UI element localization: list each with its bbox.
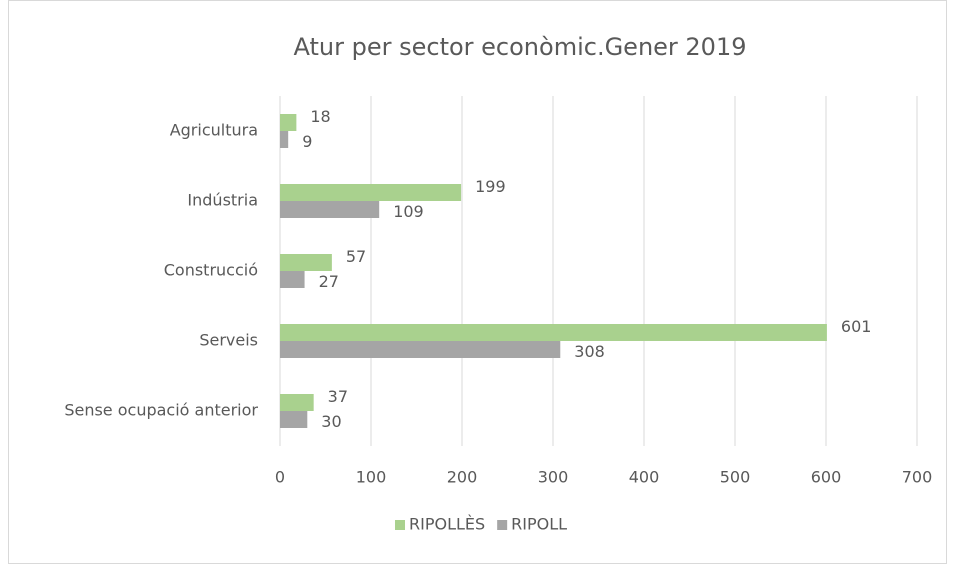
bar — [280, 184, 462, 201]
legend-swatch — [497, 520, 508, 530]
bar — [280, 324, 827, 341]
data-label: 37 — [328, 387, 348, 406]
bar — [280, 201, 380, 218]
data-label: 27 — [319, 272, 339, 291]
y-tick-label: Construcció — [164, 261, 258, 280]
bar — [280, 394, 314, 411]
chart-border — [8, 0, 947, 564]
data-label: 9 — [302, 132, 312, 151]
data-label: 57 — [346, 247, 366, 266]
y-tick-label: Indústria — [187, 191, 258, 210]
bar — [280, 411, 308, 428]
x-tick-label: 500 — [720, 468, 751, 487]
x-tick-label: 300 — [538, 468, 569, 487]
bar — [280, 271, 305, 288]
bar — [280, 114, 297, 131]
x-tick-label: 700 — [902, 468, 933, 487]
data-label: 199 — [475, 177, 506, 196]
x-tick-label: 600 — [811, 468, 842, 487]
legend-label: RIPOLL — [511, 515, 567, 534]
x-tick-label: 200 — [447, 468, 478, 487]
data-label: 109 — [393, 202, 424, 221]
data-label: 18 — [310, 107, 330, 126]
y-tick-label: Agricultura — [170, 121, 258, 140]
data-label: 30 — [321, 412, 341, 431]
y-tick-label: Serveis — [199, 331, 258, 350]
chart-title: Atur per sector econòmic.Gener 2019 — [294, 33, 747, 61]
y-tick-label: Sense ocupació anterior — [64, 401, 258, 420]
data-label: 308 — [574, 342, 605, 361]
x-tick-label: 400 — [629, 468, 660, 487]
legend-swatch — [395, 520, 405, 530]
legend-label: RIPOLLÈS — [409, 515, 485, 534]
bar — [280, 254, 332, 271]
bar — [280, 131, 289, 148]
x-tick-label: 100 — [356, 468, 387, 487]
x-tick-label: 0 — [275, 468, 285, 487]
data-label: 601 — [841, 317, 872, 336]
bar — [280, 341, 561, 358]
